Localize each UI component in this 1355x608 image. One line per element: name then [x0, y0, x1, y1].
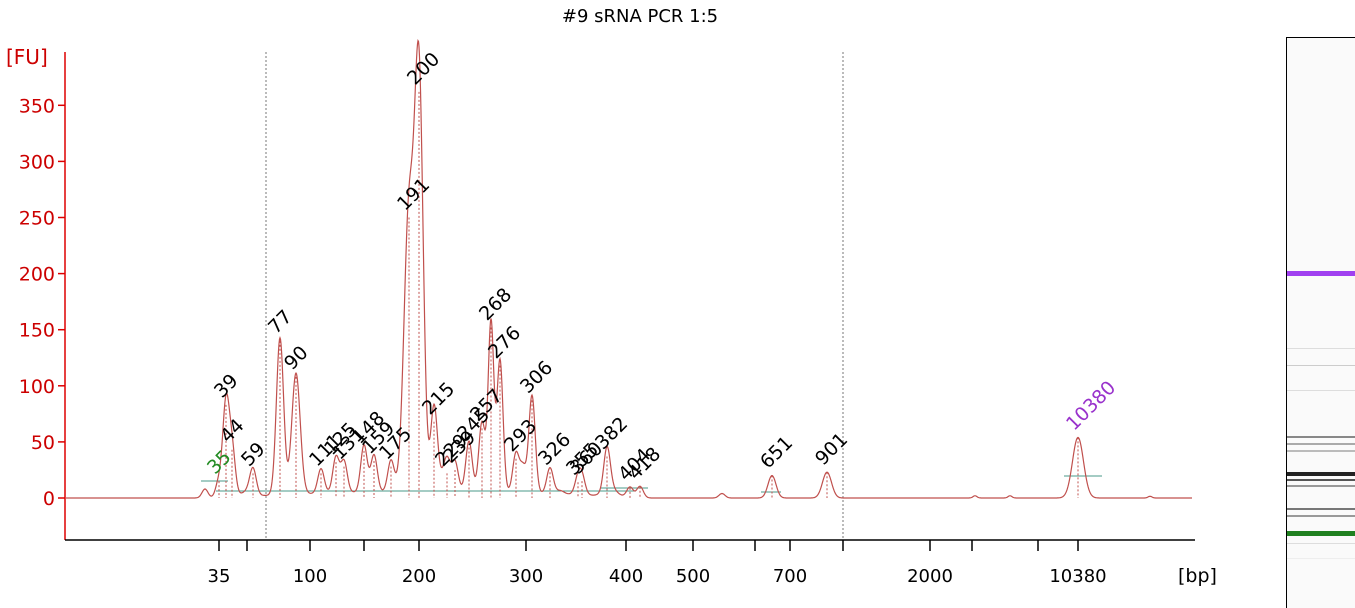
- peak-label: 200: [403, 48, 444, 89]
- gel-band: [1287, 508, 1355, 510]
- gel-band: [1287, 365, 1355, 366]
- x-tick-label: 500: [676, 566, 710, 587]
- gel-band: [1287, 348, 1355, 349]
- peak-label: 59: [237, 438, 270, 471]
- peak-label: 191: [393, 174, 434, 215]
- gel-band: [1287, 472, 1355, 476]
- y-ticks: 0 50 100 150 200 250 300 350: [19, 95, 65, 510]
- axes: [64, 52, 1195, 541]
- peak-label: 39: [210, 370, 243, 403]
- gel-band: [1287, 515, 1355, 517]
- y-tick-label: 300: [19, 151, 55, 173]
- gel-band: [1287, 443, 1355, 445]
- trace-line: [66, 39, 1192, 499]
- gel-band: [1287, 485, 1355, 487]
- x-tick-label: 2000: [907, 566, 953, 587]
- peak-label: 35: [203, 446, 236, 479]
- peak-droplines: [218, 91, 1079, 498]
- x-tick-label: 200: [402, 566, 436, 587]
- x-tick-label: 10380: [1049, 566, 1106, 587]
- gel-lane: [1286, 37, 1355, 608]
- y-tick-label: 50: [31, 432, 55, 454]
- x-tick-label: 400: [609, 566, 643, 587]
- x-tick-label: 100: [293, 566, 327, 587]
- peak-labels: 3539445977901111251311481591751912002152…: [203, 48, 1120, 485]
- peak-label: 268: [475, 284, 516, 325]
- y-tick-label: 100: [19, 376, 55, 398]
- gel-band: [1287, 271, 1355, 276]
- y-tick-label: 150: [19, 320, 55, 342]
- gel-band: [1287, 543, 1355, 544]
- peak-label: 306: [516, 357, 557, 398]
- y-tick-label: 350: [19, 95, 55, 117]
- peak-label: 44: [216, 415, 249, 448]
- x-tick-label: 300: [509, 566, 543, 587]
- x-axis-label: [bp]: [1178, 565, 1217, 587]
- gel-band: [1287, 531, 1355, 536]
- chart-title: #9 sRNA PCR 1:5: [562, 6, 718, 27]
- y-tick-label: 200: [19, 264, 55, 286]
- electropherogram-chart: #9 sRNA PCR 1:5 [FU] [bp] 0 50 100 150 200 25…: [6, 6, 1217, 587]
- gel-band: [1287, 390, 1355, 391]
- peak-label: 10380: [1062, 377, 1120, 435]
- y-axis-label: [FU]: [6, 45, 48, 69]
- gel-band: [1287, 479, 1355, 481]
- y-tick-label: 0: [43, 488, 55, 510]
- x-ticks: 35 100 200 300 400 500 700 2000 10380: [208, 540, 1107, 587]
- gel-band: [1287, 450, 1355, 452]
- peak-label: 651: [756, 432, 797, 473]
- y-tick-label: 250: [19, 208, 55, 230]
- peak-label: 77: [264, 306, 297, 339]
- gel-band: [1287, 436, 1355, 438]
- x-tick-label: 700: [773, 566, 807, 587]
- peak-label: 90: [280, 342, 313, 375]
- gel-band: [1287, 558, 1355, 559]
- peak-label: 901: [811, 429, 852, 470]
- peak-label: 215: [418, 378, 459, 419]
- dotted-guide-lines: [265, 52, 844, 540]
- x-tick-label: 35: [208, 566, 231, 587]
